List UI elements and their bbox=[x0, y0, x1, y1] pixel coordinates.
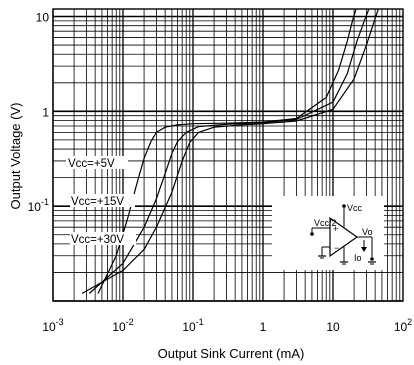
x-tick-label-3: 1 bbox=[260, 320, 267, 334]
x-tick-label-4: 10 bbox=[326, 320, 340, 334]
vcc-node-icon bbox=[342, 204, 346, 208]
x-tick-label-2: 10-1 bbox=[182, 317, 203, 334]
test-circuit-inset: Vcc Vcc/2 + − Vo Io bbox=[272, 196, 384, 270]
plot-frame bbox=[52, 8, 404, 302]
legend-label-vcc-30v: Vcc=+30V bbox=[71, 234, 124, 246]
y-tick-label-2: 10-1 bbox=[28, 197, 49, 214]
minus-sign: − bbox=[334, 243, 339, 253]
vcc-label: Vcc bbox=[347, 203, 363, 213]
series-line-2 bbox=[88, 9, 370, 294]
y-axis-label: Output Voltage (V) bbox=[8, 103, 23, 210]
io-label: Io bbox=[354, 253, 362, 263]
series-line-1 bbox=[97, 9, 357, 294]
legend-label-vcc-5v: Vcc=+5V bbox=[68, 158, 115, 170]
load-node-icon bbox=[370, 257, 374, 261]
vo-label: Vo bbox=[362, 227, 373, 237]
legend-bg-15v bbox=[70, 194, 135, 207]
x-tick-labels: 10-3 10-2 10-1 1 10 102 bbox=[42, 317, 412, 334]
vcc-half-label: Vcc/2 bbox=[314, 218, 337, 228]
x-tick-label-0: 10-3 bbox=[42, 317, 63, 334]
curves bbox=[81, 9, 379, 295]
plus-sign: + bbox=[333, 224, 338, 234]
y-tick-label-0: 10 bbox=[36, 11, 50, 25]
y-tick-labels: 10 1 10-1 bbox=[28, 11, 50, 215]
x-tick-label-1: 10-2 bbox=[112, 317, 133, 334]
legend-bg-30v bbox=[70, 232, 136, 245]
legend: Vcc=+5V Vcc=+15V Vcc=+30V bbox=[66, 156, 136, 246]
x-tick-label-5: 102 bbox=[394, 317, 412, 334]
legend-bg-5v bbox=[66, 156, 128, 169]
legend-label-vcc-15v: Vcc=+15V bbox=[71, 196, 124, 208]
y-tick-label-1: 1 bbox=[42, 105, 49, 119]
inset-bg bbox=[272, 196, 384, 270]
vcc-half-node-icon bbox=[310, 232, 314, 236]
io-arrowhead-icon bbox=[361, 247, 367, 252]
series-line-3 bbox=[81, 9, 379, 295]
x-axis-label: Output Sink Current (mA) bbox=[158, 346, 305, 361]
